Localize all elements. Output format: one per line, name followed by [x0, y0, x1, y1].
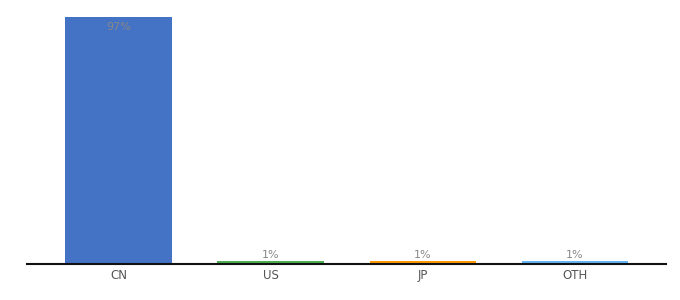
Bar — [65, 16, 172, 264]
Bar — [522, 261, 628, 264]
Text: 1%: 1% — [262, 250, 279, 260]
Bar — [218, 261, 324, 264]
Text: 97%: 97% — [106, 22, 131, 32]
Text: 1%: 1% — [414, 250, 432, 260]
Text: 1%: 1% — [566, 250, 584, 260]
Bar — [370, 261, 476, 264]
